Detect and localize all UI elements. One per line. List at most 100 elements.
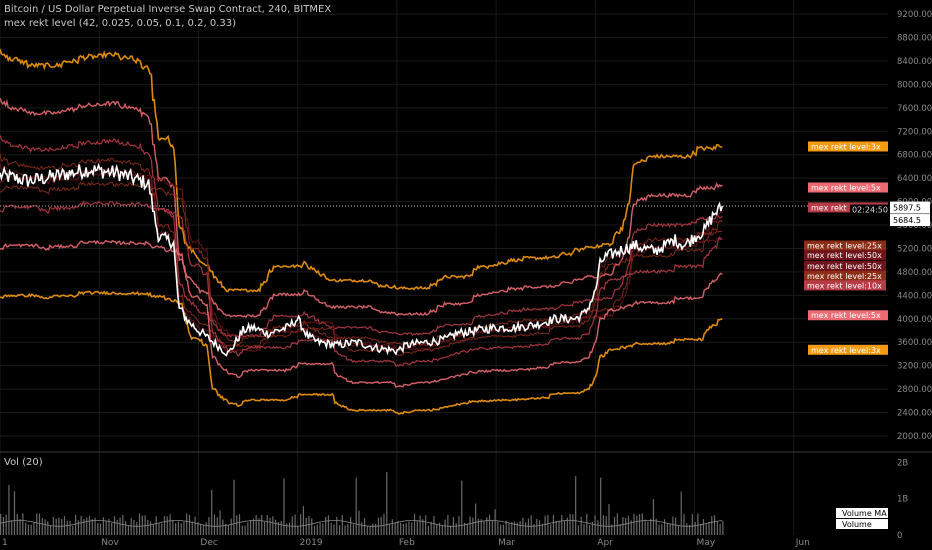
level-label-above-5x: mex rekt level:5x	[811, 184, 881, 193]
volume-bar	[502, 524, 505, 535]
volume-bar	[594, 515, 596, 535]
ma-readout: 5684.5	[893, 216, 921, 225]
volume-bar	[19, 518, 21, 535]
y-tick-label: 4800.00	[897, 268, 932, 278]
volume-bar	[197, 522, 199, 535]
volume-bar	[616, 513, 618, 535]
volume-bar	[16, 514, 18, 535]
volume-bar	[630, 520, 632, 535]
volume-bar	[180, 523, 182, 535]
volume-bar	[388, 524, 391, 535]
volume-bar	[702, 519, 705, 535]
volume-bar	[175, 523, 177, 535]
volume-bar	[469, 516, 471, 535]
volume-bar	[575, 476, 577, 535]
level-label-below-3x-bg	[808, 344, 888, 355]
volume-bar	[597, 520, 599, 535]
volume-bar	[441, 525, 443, 535]
volume-bar	[250, 520, 252, 535]
volume-bar	[650, 518, 652, 535]
volume-bar	[519, 521, 521, 535]
volume-bar	[280, 521, 282, 535]
volume-bar	[222, 519, 224, 535]
volume-bar	[694, 521, 696, 535]
volume-bar	[627, 515, 630, 535]
volume-bar	[166, 516, 168, 535]
volume-bar	[500, 524, 502, 535]
volume-bar	[644, 519, 646, 535]
volume-bar	[419, 515, 421, 535]
volume-legend-item: Volume	[842, 520, 872, 529]
volume-bar	[425, 515, 427, 535]
volume-bar	[283, 478, 285, 535]
volume-bar	[94, 517, 96, 535]
volume-bar	[347, 523, 349, 535]
volume-bar	[363, 518, 366, 535]
volume-bar	[163, 516, 166, 535]
volume-bar	[111, 522, 113, 535]
volume-bar	[30, 524, 32, 535]
indicator-legend[interactable]: mex rekt level (42, 0.025, 0.05, 0.1, 0.…	[4, 18, 236, 29]
volume-bar	[330, 522, 332, 535]
volume-bar	[263, 522, 266, 535]
x-tick-label: Nov	[101, 538, 119, 548]
ma-readout-bg	[890, 214, 930, 227]
volume-bar	[722, 521, 724, 535]
volume-bar	[552, 514, 555, 535]
volume-bar	[316, 524, 318, 535]
volume-bar	[538, 520, 541, 535]
volume-legend-title[interactable]: Vol (20)	[4, 457, 43, 468]
volume-bar	[22, 513, 24, 535]
volume-bar	[386, 472, 388, 535]
volume-bar	[550, 524, 552, 535]
volume-bar	[605, 516, 607, 535]
level-labels: mex rekt level:3x mex rekt level:5x mex re…	[804, 141, 930, 529]
volume-bar	[461, 480, 463, 535]
x-tick-label: Apr	[597, 538, 613, 548]
volume-bar	[408, 521, 410, 535]
volume-bar	[686, 523, 688, 535]
volume-bar	[127, 525, 129, 535]
grid	[0, 0, 932, 535]
level-label-below-5x-bg	[808, 310, 888, 321]
volume-bar	[244, 525, 246, 535]
volume-bar	[294, 514, 296, 535]
volume-bar	[102, 517, 104, 535]
volume-bar	[391, 519, 393, 535]
level-label-below-3x: mex rekt level:3x	[811, 346, 881, 355]
volume-bar	[661, 524, 663, 535]
rekt-line-above-5x	[0, 97, 723, 319]
volume-bar	[516, 522, 518, 535]
volume-bar	[475, 503, 477, 535]
volume-bar	[511, 522, 513, 535]
volume-bar	[700, 524, 702, 535]
volume-bar	[225, 523, 227, 535]
volume-bar	[413, 513, 416, 535]
volume-bar	[569, 514, 571, 535]
y-tick-label: 4000.00	[897, 315, 932, 325]
volume-bar	[677, 525, 680, 535]
volume-bar	[680, 491, 682, 535]
rekt-line-above-50x	[0, 162, 723, 353]
volume-bar	[358, 510, 360, 535]
volume-bars	[0, 472, 724, 535]
volume-bar	[580, 516, 582, 535]
volume-bar	[286, 523, 288, 535]
volume-bar	[233, 479, 235, 535]
chart-title: Bitcoin / US Dollar Perpetual Inverse Sw…	[4, 4, 332, 15]
volume-bar	[194, 516, 196, 535]
level-label-below-5x: mex rekt level:5x	[811, 311, 881, 320]
volume-bar	[372, 523, 374, 535]
volume-bar	[305, 518, 307, 535]
volume-bar	[422, 519, 424, 535]
level-label-below-25x-bg	[804, 270, 886, 281]
volume-bar	[269, 517, 271, 535]
rekt-line-above-25x	[0, 153, 723, 348]
x-tick-label: Jun	[795, 538, 810, 548]
volume-bar	[116, 519, 118, 535]
y-tick-label: 2000.00	[897, 432, 932, 442]
volume-bar	[322, 523, 324, 535]
volume-bar	[66, 520, 68, 535]
volume-bar	[402, 523, 405, 535]
